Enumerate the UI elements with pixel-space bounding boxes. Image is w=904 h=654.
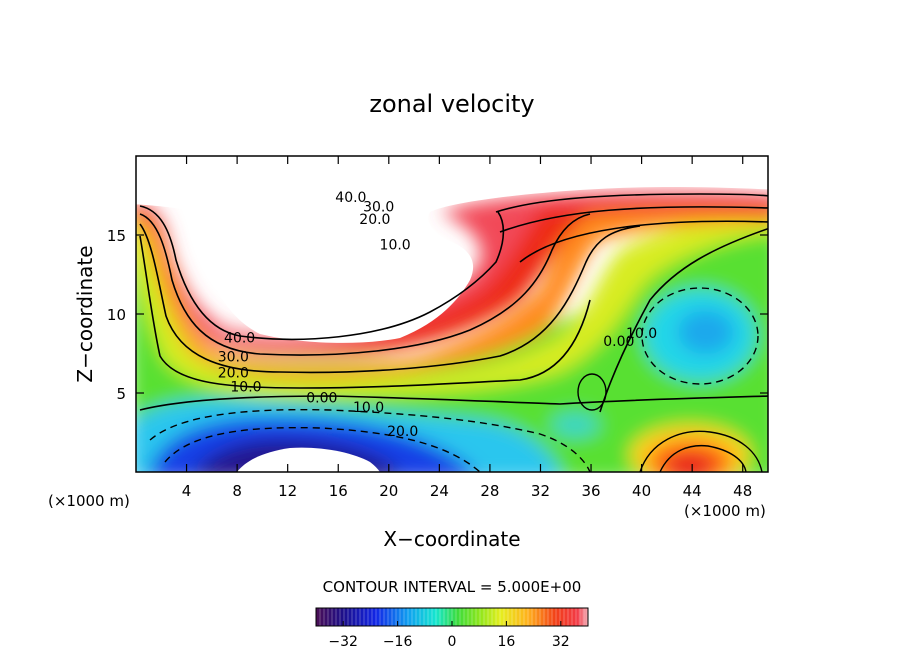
contour-line-00-lower xyxy=(139,395,768,411)
chart-title: zonal velocity xyxy=(369,90,534,118)
colorbar-stripes xyxy=(319,608,585,626)
contour-line-00-diagonal xyxy=(599,227,768,413)
contour-line-20-left xyxy=(139,223,641,374)
contour-labels: 40.030.020.010.010.00.0040.030.020.010.0… xyxy=(218,190,657,440)
contour-label: 30.0 xyxy=(363,200,394,216)
colorbar-tick-label: 32 xyxy=(552,634,570,650)
contour-line-30-left xyxy=(139,213,591,356)
contour-line-neg10-eddy xyxy=(641,287,759,385)
contour-line-40-left xyxy=(139,205,505,341)
x-tick-label: 32 xyxy=(531,482,550,500)
contour-field: 40.030.020.010.010.00.0040.030.020.010.0… xyxy=(136,156,768,472)
colorbar-gradient xyxy=(316,608,588,626)
contour-label: 10.0 xyxy=(380,237,411,253)
colorbar-tick-label: 16 xyxy=(497,634,515,650)
x-tick-label: 20 xyxy=(379,482,398,500)
contour-interval-text: CONTOUR INTERVAL = 5.000E+00 xyxy=(323,578,582,596)
field-blue-eddy xyxy=(678,310,734,354)
contour-line-20-bottom-right xyxy=(659,444,747,472)
contour-label: 20.0 xyxy=(218,365,249,381)
x-tick-label: 24 xyxy=(430,482,449,500)
contour-label: 10.0 xyxy=(230,380,261,396)
x-axis-ticks: 4 8 12 16 20 24 28 32 36 40 44 48 xyxy=(182,156,752,500)
contour-lines xyxy=(139,193,768,472)
contour-label: 10.0 xyxy=(353,400,384,416)
contour-label: 40.0 xyxy=(335,190,366,206)
contour-line-neg20-lower xyxy=(164,426,481,472)
contour-label: 40.0 xyxy=(224,331,255,347)
x-tick-label: 40 xyxy=(632,482,651,500)
field-yellow-band xyxy=(136,214,768,396)
colorbar-tick-label: −32 xyxy=(328,634,358,650)
mask-region-upper-left xyxy=(136,156,768,343)
y-tick-label: 15 xyxy=(107,227,126,245)
contour-label: 20.0 xyxy=(387,424,418,440)
x-tick-label: 28 xyxy=(480,482,499,500)
y-tick-label: 10 xyxy=(107,306,126,324)
contour-line-small-eddy xyxy=(577,373,607,411)
colorbar-tick-label: 0 xyxy=(448,634,457,650)
y-axis-label: Z−coordinate xyxy=(73,245,97,382)
contour-label: 0.00 xyxy=(603,334,634,350)
x-unit-left: (×1000 m) xyxy=(48,492,130,510)
contour-line-40-upper xyxy=(495,193,768,213)
x-unit-right: (×1000 m) xyxy=(684,502,766,520)
x-tick-label: 48 xyxy=(733,482,752,500)
x-tick-label: 16 xyxy=(329,482,348,500)
contour-label: 10.0 xyxy=(626,326,657,342)
field-orange-band xyxy=(136,200,768,379)
y-axis-ticks: 5 10 15 xyxy=(107,227,768,403)
mask-region-bottom xyxy=(237,447,380,472)
field-red-band xyxy=(136,196,768,356)
colorbar: −32 −16 0 16 32 xyxy=(315,607,589,650)
x-tick-label: 36 xyxy=(581,482,600,500)
contour-line-20-upper xyxy=(519,220,768,263)
field-red-bottom xyxy=(666,454,714,472)
x-tick-label: 4 xyxy=(182,482,192,500)
contour-label: 30.0 xyxy=(218,350,249,366)
contour-line-neg10-lower xyxy=(149,408,591,472)
contour-line-10-left xyxy=(139,235,591,389)
x-tick-label: 44 xyxy=(683,482,702,500)
colorbar-tick-label: −16 xyxy=(383,634,413,650)
contour-line-10-bottom-right xyxy=(639,430,763,472)
x-tick-label: 12 xyxy=(278,482,297,500)
x-tick-label: 8 xyxy=(232,482,242,500)
contour-line-30-upper xyxy=(499,206,768,233)
y-tick-label: 5 xyxy=(116,385,126,403)
contour-label: 20.0 xyxy=(359,212,390,228)
colorbar-ticks: −32 −16 0 16 32 xyxy=(328,621,570,650)
field-cyan-eddy-small xyxy=(551,413,599,437)
x-axis-label: X−coordinate xyxy=(383,527,520,551)
contour-label: 0.00 xyxy=(306,391,337,407)
